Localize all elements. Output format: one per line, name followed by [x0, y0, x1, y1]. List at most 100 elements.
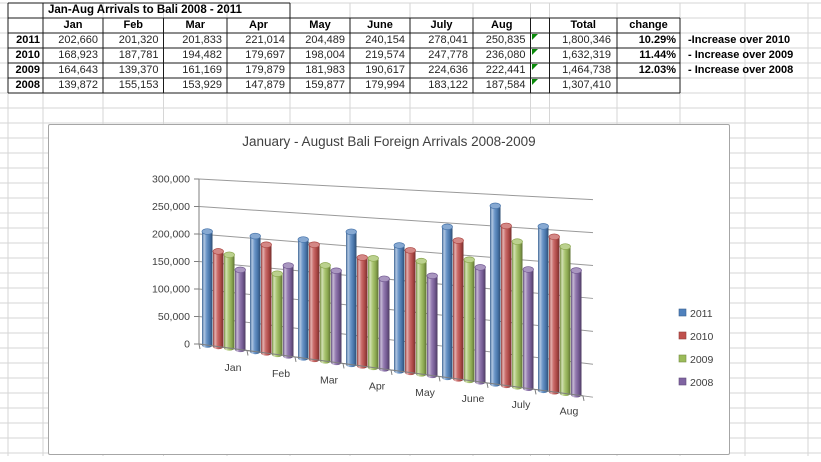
cell-2011-change[interactable]: 10.29%	[638, 34, 676, 46]
cell-2010-july[interactable]: 247,778	[428, 49, 468, 61]
cell-2011-total[interactable]: 1,800,346	[562, 34, 611, 46]
bar-2011-Jan[interactable]	[201, 228, 213, 348]
cell-2011-june[interactable]: 240,154	[365, 34, 405, 46]
cell-2009-may[interactable]: 181,983	[305, 64, 345, 76]
cell-2011-note[interactable]: -Increase over 2010	[688, 34, 791, 46]
cell-2008-july[interactable]: 183,122	[428, 79, 468, 91]
cell-2011-mar[interactable]: 201,833	[182, 34, 222, 46]
bar-2011-May[interactable]	[393, 242, 405, 374]
cell-2009-feb[interactable]: 139,370	[118, 64, 159, 76]
column-header-may[interactable]: May	[309, 19, 331, 31]
legend-item-2010[interactable]: 2010	[678, 331, 714, 343]
cell-2010-apr[interactable]: 179,697	[245, 49, 285, 61]
bar-2009-June[interactable]	[463, 256, 475, 384]
cell-2011-feb[interactable]: 201,320	[118, 34, 159, 46]
cell-2008-total[interactable]: 1,307,410	[562, 79, 611, 91]
bar-2008-Apr[interactable]	[378, 275, 390, 372]
bar-2009-May[interactable]	[415, 257, 427, 377]
bar-2009-Apr[interactable]	[367, 255, 379, 371]
cell-2008-feb[interactable]: 155,153	[118, 79, 159, 91]
cell-2009-apr[interactable]: 179,879	[245, 64, 285, 76]
cell-2010-mar[interactable]: 194,482	[182, 49, 222, 61]
bar-2008-Aug[interactable]	[570, 267, 582, 398]
cell-2010-jan[interactable]: 168,923	[58, 49, 98, 61]
column-header-aug[interactable]: Aug	[491, 19, 513, 31]
bar-2010-June[interactable]	[452, 237, 464, 382]
bar-2011-Feb[interactable]	[249, 232, 261, 355]
bar-2010-Mar[interactable]	[308, 241, 320, 363]
cell-2009-mar[interactable]: 161,169	[182, 64, 222, 76]
cell-2009-july[interactable]: 224,636	[428, 64, 468, 76]
column-header-mar[interactable]: Mar	[185, 19, 206, 31]
cell-2009-note[interactable]: - Increase over 2008	[688, 64, 794, 76]
cell-2010-feb[interactable]: 187,781	[118, 49, 159, 61]
bar-2010-July[interactable]	[500, 222, 512, 389]
row-header-year[interactable]: 2011	[16, 34, 40, 46]
bar-2008-June[interactable]	[474, 264, 486, 385]
cell-2008-may[interactable]: 159,877	[305, 79, 345, 91]
cell-2010-aug[interactable]: 236,080	[485, 49, 526, 61]
category-label: July	[512, 399, 531, 411]
bar-2010-Aug[interactable]	[548, 233, 560, 395]
bar-2008-May[interactable]	[426, 272, 438, 379]
bar-2011-July[interactable]	[489, 202, 501, 387]
bar-2011-Aug[interactable]	[537, 223, 549, 394]
cell-2008-aug[interactable]: 187,584	[485, 79, 526, 91]
bar-2009-Jan[interactable]	[223, 251, 235, 351]
bar-2011-Apr[interactable]	[345, 228, 357, 368]
y-axis-tick-label: 150,000	[152, 256, 190, 268]
y-axis-tick-label: 250,000	[152, 201, 190, 213]
cell-2009-jan[interactable]: 164,643	[58, 64, 98, 76]
bar-2008-Mar[interactable]	[330, 267, 342, 366]
cell-2008-mar[interactable]: 153,929	[182, 79, 222, 91]
column-header-apr[interactable]: Apr	[249, 19, 268, 31]
bar-2010-May[interactable]	[404, 247, 416, 376]
bar-2011-Mar[interactable]	[297, 236, 309, 361]
cell-2008-apr[interactable]: 147,879	[245, 79, 285, 91]
cell-2010-total[interactable]: 1,632,319	[562, 49, 611, 61]
cell-2010-note[interactable]: - Increase over 2009	[688, 49, 794, 61]
error-flag-indicator	[531, 34, 538, 40]
cell-2009-total[interactable]: 1,464,738	[562, 64, 611, 76]
bar-2011-June[interactable]	[441, 223, 453, 381]
bar-2009-Aug[interactable]	[559, 243, 571, 397]
bar-2008-Feb[interactable]	[282, 262, 294, 359]
legend-item-2008[interactable]: 2008	[678, 377, 714, 389]
cell-2011-july[interactable]: 278,041	[428, 34, 468, 46]
cell-2008-jan[interactable]: 139,872	[58, 79, 98, 91]
column-header-jan[interactable]: Jan	[63, 19, 83, 31]
bar-2010-Feb[interactable]	[260, 241, 272, 356]
column-header-july[interactable]: July	[430, 19, 453, 31]
column-header-change[interactable]: change	[629, 19, 668, 31]
legend-label: 2008	[690, 377, 714, 389]
bar-2008-July[interactable]	[522, 266, 534, 392]
cell-2010-may[interactable]: 198,004	[305, 49, 345, 61]
cell-2009-june[interactable]: 190,617	[365, 64, 405, 76]
row-header-year[interactable]: 2010	[15, 49, 40, 61]
bar-2009-Feb[interactable]	[271, 270, 283, 358]
column-header-june[interactable]: June	[367, 19, 393, 31]
bar-2009-July[interactable]	[511, 238, 523, 390]
bar-2009-Mar[interactable]	[319, 262, 331, 364]
row-header-year[interactable]: 2008	[15, 79, 40, 91]
category-label: Jan	[225, 362, 242, 374]
chart-gridline	[198, 178, 594, 201]
cell-2010-change[interactable]: 11.44%	[639, 49, 676, 61]
bar-2010-Jan[interactable]	[212, 248, 224, 350]
cell-2009-aug[interactable]: 222,441	[485, 64, 526, 76]
cell-2011-may[interactable]: 204,489	[305, 34, 345, 46]
cell-2011-apr[interactable]: 221,014	[245, 34, 285, 46]
cell-2011-aug[interactable]: 250,835	[485, 34, 526, 46]
cell-2010-june[interactable]: 219,574	[365, 49, 405, 61]
column-header-total[interactable]: Total	[570, 19, 596, 31]
cell-2008-june[interactable]: 179,994	[365, 79, 405, 91]
column-header-feb[interactable]: Feb	[123, 19, 144, 31]
bar-2008-Jan[interactable]	[234, 266, 246, 353]
legend-item-2011[interactable]: 2011	[678, 308, 713, 320]
chart[interactable]: January - August Bali Foreign Arrivals 2…	[48, 124, 730, 455]
bar-2010-Apr[interactable]	[356, 254, 368, 369]
legend-item-2009[interactable]: 2009	[678, 354, 714, 366]
cell-2009-change[interactable]: 12.03%	[638, 64, 676, 76]
cell-2011-jan[interactable]: 202,660	[58, 34, 98, 46]
row-header-year[interactable]: 2009	[15, 64, 40, 76]
